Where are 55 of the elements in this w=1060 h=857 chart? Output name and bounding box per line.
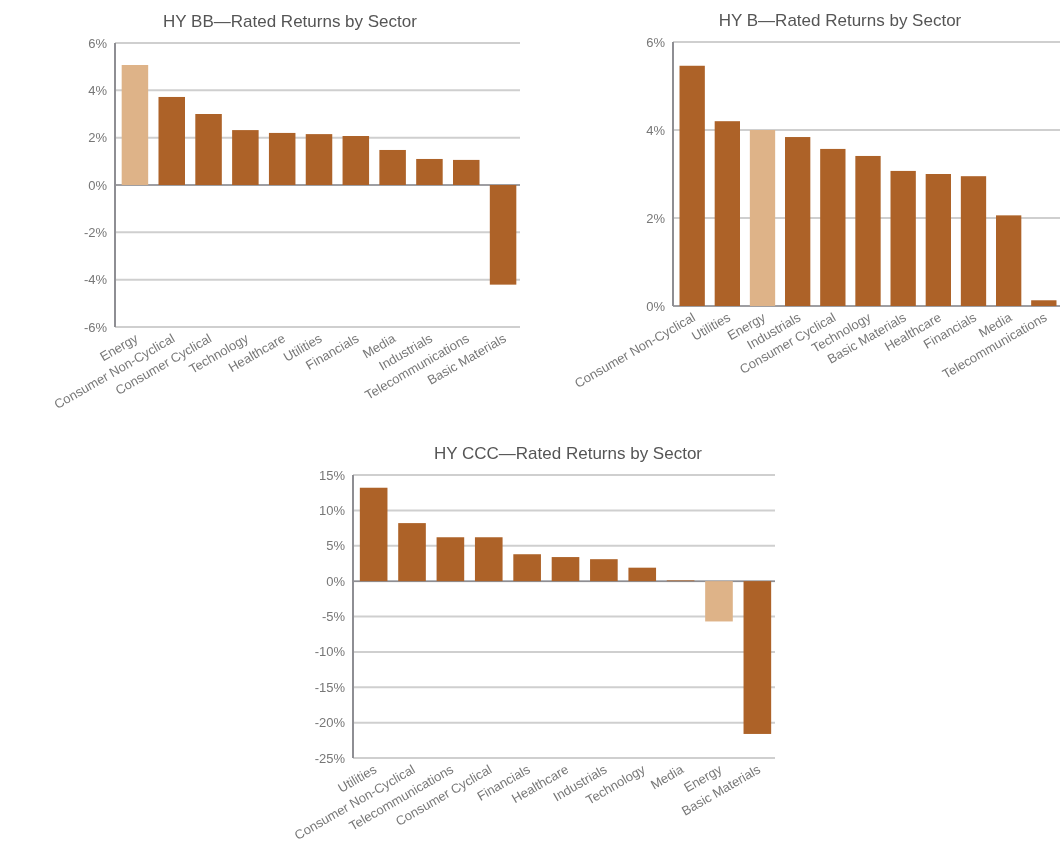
bar	[268, 132, 296, 185]
bar	[489, 185, 517, 285]
bar	[158, 96, 185, 185]
bar	[121, 65, 149, 185]
y-tick-label: 0%	[326, 573, 346, 589]
y-tick-label: 4%	[88, 82, 108, 98]
y-tick-label: 5%	[326, 538, 346, 554]
bar	[925, 174, 951, 306]
bar	[714, 121, 740, 306]
bar	[453, 159, 480, 185]
bar	[785, 137, 811, 306]
bar	[679, 65, 705, 306]
bar	[305, 134, 333, 185]
bar	[379, 149, 406, 185]
chart-title: HY BB—Rated Returns by Sector	[163, 12, 418, 31]
bar	[195, 114, 222, 185]
y-tick-label: 2%	[646, 210, 666, 226]
bar	[342, 136, 370, 185]
bar	[855, 155, 881, 306]
y-tick-label: 6%	[88, 35, 108, 51]
y-tick-label: 0%	[88, 177, 108, 193]
bar	[590, 559, 618, 582]
bar	[513, 554, 541, 582]
y-tick-label: -15%	[314, 679, 346, 695]
bar	[416, 158, 443, 185]
bar	[359, 487, 388, 582]
chart-title: HY B—Rated Returns by Sector	[718, 11, 962, 30]
bar	[628, 567, 657, 582]
bar	[474, 537, 503, 582]
y-tick-label: 0%	[646, 298, 666, 314]
y-tick-label: 15%	[318, 467, 346, 483]
bar	[890, 170, 916, 306]
bar	[551, 557, 580, 582]
y-tick-label: -5%	[321, 609, 346, 625]
y-tick-label: 4%	[646, 122, 666, 138]
y-tick-label: -20%	[314, 715, 346, 731]
bar	[960, 176, 987, 306]
y-tick-label: -2%	[83, 224, 108, 240]
bar	[820, 148, 846, 306]
y-tick-label: -4%	[83, 272, 108, 288]
chart-title: HY CCC—Rated Returns by Sector	[433, 444, 703, 463]
y-tick-label: -25%	[314, 750, 346, 766]
y-tick-label: -6%	[83, 319, 108, 335]
bar	[398, 523, 426, 582]
y-tick-label: 6%	[646, 34, 666, 50]
bar	[1031, 300, 1057, 306]
bar	[749, 130, 776, 306]
bar	[743, 581, 772, 734]
bar	[996, 215, 1022, 306]
bar	[436, 537, 465, 582]
y-tick-label: -10%	[314, 644, 346, 660]
bar	[705, 581, 733, 622]
y-tick-label: 2%	[88, 130, 108, 146]
y-tick-label: 10%	[318, 502, 346, 518]
bar	[232, 130, 259, 185]
